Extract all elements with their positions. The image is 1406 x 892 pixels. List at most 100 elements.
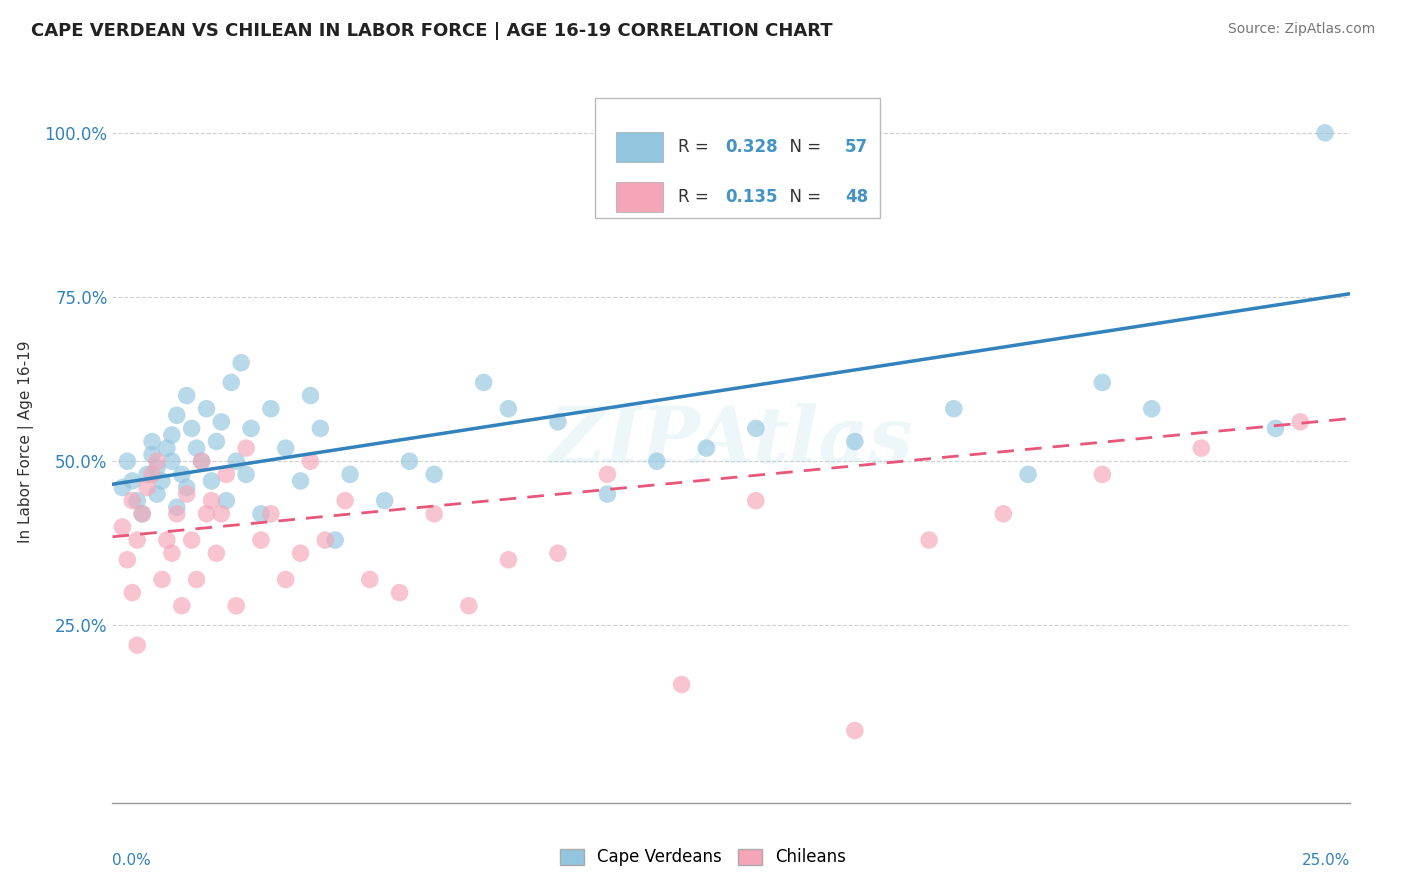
Point bbox=[205, 434, 228, 449]
Point bbox=[141, 448, 163, 462]
Point bbox=[225, 599, 247, 613]
Point bbox=[457, 599, 479, 613]
Point bbox=[150, 474, 173, 488]
Point bbox=[180, 421, 202, 435]
Point bbox=[209, 415, 232, 429]
Point bbox=[190, 454, 212, 468]
Point bbox=[215, 467, 238, 482]
Point bbox=[131, 507, 153, 521]
Point bbox=[596, 467, 619, 482]
Point bbox=[180, 533, 202, 547]
Point bbox=[314, 533, 336, 547]
Text: N =: N = bbox=[779, 137, 827, 156]
FancyBboxPatch shape bbox=[595, 98, 880, 218]
Point bbox=[146, 487, 169, 501]
Point bbox=[299, 388, 322, 402]
Point bbox=[219, 376, 242, 390]
Text: ZIPAtlas: ZIPAtlas bbox=[548, 403, 914, 480]
Point bbox=[127, 638, 149, 652]
Point bbox=[200, 474, 222, 488]
Point bbox=[111, 481, 134, 495]
Text: 48: 48 bbox=[845, 188, 868, 206]
Point bbox=[176, 388, 198, 402]
Point bbox=[1264, 421, 1286, 435]
Point bbox=[290, 474, 312, 488]
Point bbox=[231, 356, 253, 370]
Point bbox=[225, 454, 247, 468]
Point bbox=[166, 507, 188, 521]
Point bbox=[844, 723, 866, 738]
Point bbox=[156, 441, 179, 455]
Point bbox=[250, 507, 273, 521]
Point bbox=[117, 454, 139, 468]
Point bbox=[1189, 441, 1212, 455]
Point bbox=[176, 487, 198, 501]
Point bbox=[398, 454, 420, 468]
Point bbox=[745, 421, 768, 435]
Text: 0.328: 0.328 bbox=[725, 137, 778, 156]
Point bbox=[170, 467, 193, 482]
Bar bbox=[616, 132, 664, 162]
Point bbox=[1091, 376, 1114, 390]
Point bbox=[290, 546, 312, 560]
Point bbox=[160, 546, 183, 560]
Text: 0.0%: 0.0% bbox=[112, 854, 152, 869]
Legend: Cape Verdeans, Chileans: Cape Verdeans, Chileans bbox=[551, 840, 855, 875]
Point bbox=[547, 415, 569, 429]
Point bbox=[146, 454, 169, 468]
Text: 25.0%: 25.0% bbox=[1302, 854, 1350, 869]
Point bbox=[1289, 415, 1312, 429]
Point bbox=[235, 467, 257, 482]
Point bbox=[111, 520, 134, 534]
Point bbox=[993, 507, 1015, 521]
Point bbox=[156, 533, 179, 547]
Point bbox=[274, 441, 297, 455]
Point bbox=[215, 493, 238, 508]
Point bbox=[274, 573, 297, 587]
Point bbox=[146, 460, 169, 475]
Point bbox=[333, 493, 356, 508]
Point bbox=[423, 467, 446, 482]
Point bbox=[374, 493, 396, 508]
Point bbox=[121, 474, 143, 488]
Point bbox=[121, 493, 143, 508]
Point bbox=[299, 454, 322, 468]
Point bbox=[918, 533, 941, 547]
Text: R =: R = bbox=[678, 188, 714, 206]
Point bbox=[1017, 467, 1039, 482]
Point bbox=[117, 553, 139, 567]
Point bbox=[388, 585, 411, 599]
Text: Source: ZipAtlas.com: Source: ZipAtlas.com bbox=[1227, 22, 1375, 37]
Point bbox=[186, 441, 208, 455]
Point bbox=[176, 481, 198, 495]
Text: CAPE VERDEAN VS CHILEAN IN LABOR FORCE | AGE 16-19 CORRELATION CHART: CAPE VERDEAN VS CHILEAN IN LABOR FORCE |… bbox=[31, 22, 832, 40]
Point bbox=[260, 507, 283, 521]
Point bbox=[645, 454, 668, 468]
Point bbox=[472, 376, 495, 390]
Point bbox=[240, 421, 263, 435]
Point bbox=[596, 487, 619, 501]
Point bbox=[160, 454, 183, 468]
Point bbox=[160, 428, 183, 442]
Point bbox=[1140, 401, 1163, 416]
Point bbox=[186, 573, 208, 587]
Point bbox=[131, 507, 153, 521]
Text: N =: N = bbox=[779, 188, 827, 206]
Point bbox=[166, 500, 188, 515]
Point bbox=[498, 553, 520, 567]
Point bbox=[141, 467, 163, 482]
Bar bbox=[616, 182, 664, 212]
Point bbox=[136, 481, 159, 495]
Point bbox=[260, 401, 283, 416]
Point bbox=[359, 573, 381, 587]
Point bbox=[1091, 467, 1114, 482]
Text: 57: 57 bbox=[845, 137, 868, 156]
Point bbox=[195, 401, 218, 416]
Point bbox=[166, 409, 188, 423]
Point bbox=[547, 546, 569, 560]
Text: R =: R = bbox=[678, 137, 714, 156]
Point bbox=[141, 434, 163, 449]
Y-axis label: In Labor Force | Age 16-19: In Labor Force | Age 16-19 bbox=[17, 340, 34, 543]
Point bbox=[127, 493, 149, 508]
Point bbox=[250, 533, 273, 547]
